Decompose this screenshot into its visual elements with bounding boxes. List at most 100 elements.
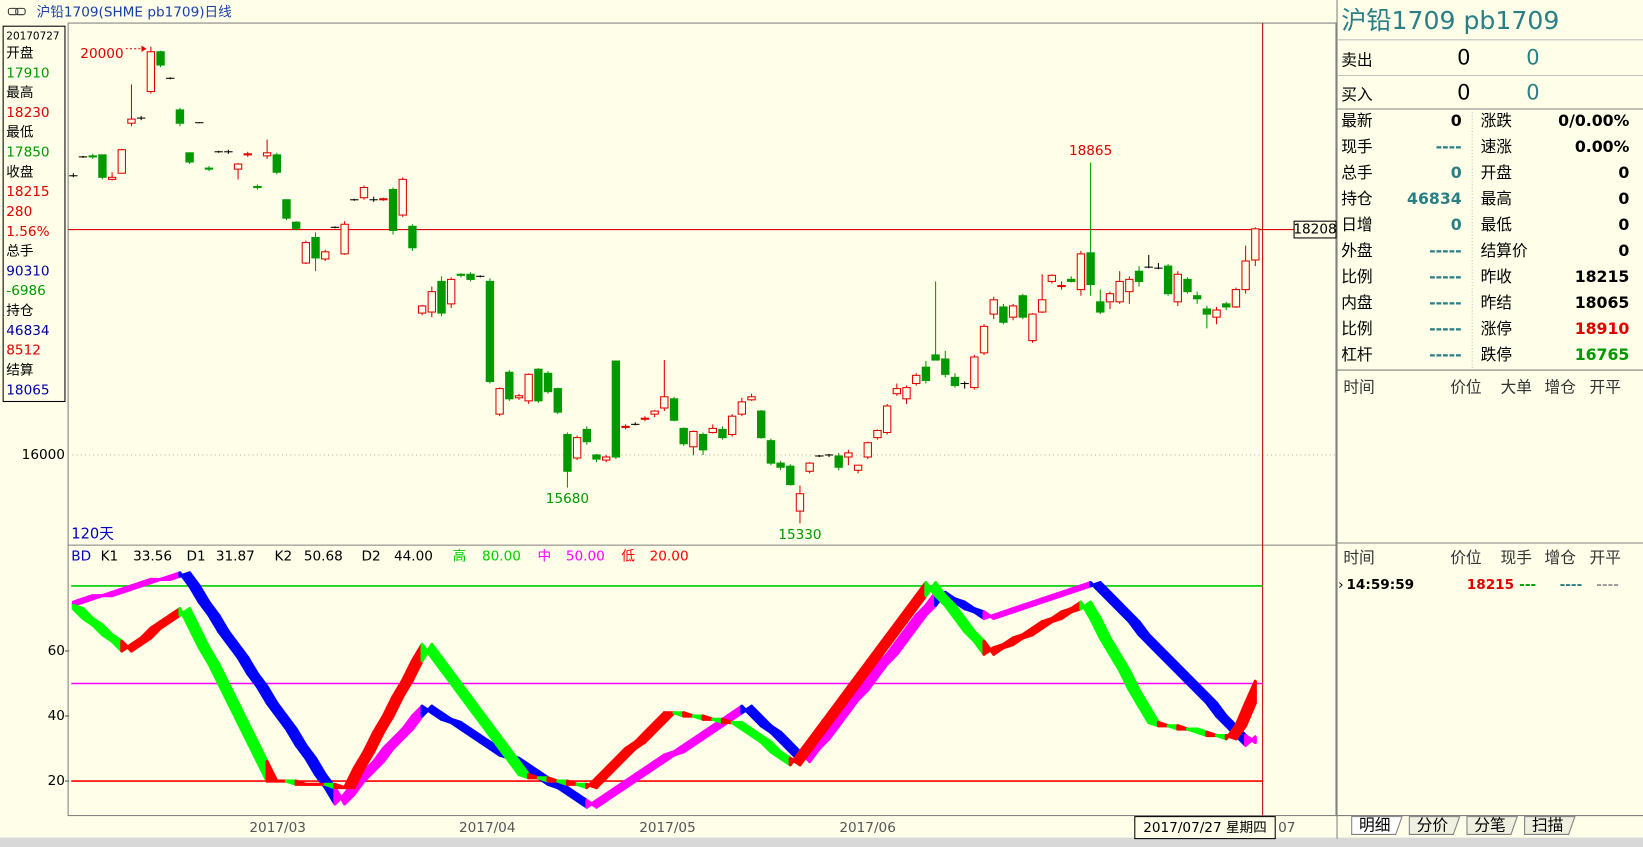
price-line-label: 18208 <box>1293 222 1336 238</box>
ribbon-segment <box>565 779 579 786</box>
candle-body <box>572 437 582 459</box>
x-axis-label: 2017/06 <box>839 820 896 836</box>
candle-body <box>650 410 659 415</box>
table-header: 增仓 <box>1545 377 1577 396</box>
info-date: 20170727 <box>6 31 59 43</box>
quote-value: 18065 <box>1575 293 1630 312</box>
candle-body <box>892 388 902 395</box>
candle-body <box>970 356 979 389</box>
tick-cell: ---- <box>1596 577 1619 593</box>
info-item: 总手 <box>6 244 33 260</box>
candle-body <box>340 223 349 255</box>
candle-body <box>359 186 369 199</box>
candle-body <box>882 405 892 434</box>
candle-body <box>1183 278 1192 293</box>
quote-value: 0/0.00% <box>1558 111 1629 130</box>
buy-label: 买入 <box>1341 85 1373 104</box>
price-line-box <box>1293 220 1337 239</box>
quote-value: ----- <box>1429 267 1462 286</box>
candle-body <box>301 242 311 264</box>
candle-body <box>708 427 717 434</box>
info-item: 8512 <box>6 343 41 359</box>
quote-value: 0 <box>1451 163 1462 182</box>
quote-label: 现手 <box>1341 137 1372 156</box>
info-item: 280 <box>6 204 32 220</box>
candle-body <box>834 455 843 468</box>
tab[interactable] <box>1524 816 1576 835</box>
candle-body <box>747 396 756 401</box>
x-axis-label: 07 <box>1278 820 1295 836</box>
ribbon-segment <box>546 776 560 783</box>
quote-value: ---- <box>1436 137 1462 156</box>
info-item: 18230 <box>6 105 49 121</box>
status-strip <box>0 837 1643 847</box>
quote-label: 内盘 <box>1341 293 1373 312</box>
candle-body <box>1037 299 1047 313</box>
candle-body <box>156 51 165 66</box>
quote-label: 开盘 <box>1481 163 1513 182</box>
candle-body <box>1008 305 1018 318</box>
quote-value: 16765 <box>1575 345 1630 364</box>
candle-body <box>437 280 446 314</box>
candle-body <box>563 434 572 472</box>
x-axis-label: 2017/04 <box>459 820 516 836</box>
param-value: 31.87 <box>216 549 255 565</box>
info-item: 1.56% <box>6 224 49 240</box>
param-name: D1 <box>187 549 206 565</box>
info-item: 持仓 <box>6 303 34 319</box>
candle-body <box>427 291 437 313</box>
candle-body <box>485 280 495 382</box>
quote-label: 持仓 <box>1341 189 1373 208</box>
quote-value: 0.00% <box>1575 137 1630 156</box>
quote-value: 0 <box>1451 111 1462 130</box>
candle-body <box>146 51 156 93</box>
candle-body <box>379 198 388 201</box>
candle-body <box>321 251 330 260</box>
candle-body <box>931 354 940 361</box>
quote-label: 最高 <box>1481 189 1512 208</box>
candle-body <box>1202 308 1212 315</box>
candle-body <box>553 388 562 413</box>
tab[interactable] <box>1466 816 1519 835</box>
days-label: 120天 <box>71 526 114 543</box>
quote-value: 0 <box>1618 215 1629 234</box>
candle-body <box>311 237 320 259</box>
arrow-head <box>141 45 147 52</box>
x-axis-label: 2017/03 <box>249 820 306 836</box>
candle-body <box>398 178 407 216</box>
candle-body <box>1134 270 1144 282</box>
quote-value: 0 <box>1618 189 1629 208</box>
info-item: 18065 <box>6 382 49 398</box>
quote-value: 46834 <box>1407 189 1462 208</box>
ribbon-segment <box>333 782 347 790</box>
tab-label: 扫描 <box>1532 816 1563 835</box>
quote-label: 日增 <box>1341 215 1372 234</box>
candle-body <box>999 306 1008 323</box>
buy-price: 0 <box>1457 80 1470 104</box>
candle-body <box>233 163 243 170</box>
tab-label: 明细 <box>1359 816 1390 835</box>
candle-body <box>495 388 504 415</box>
candle-body <box>1251 228 1260 261</box>
quote-label: 昨结 <box>1481 293 1512 312</box>
candle-body <box>408 225 417 249</box>
y-tick-label: 20 <box>48 773 65 789</box>
candle-body <box>272 154 281 173</box>
tab[interactable] <box>1351 816 1403 835</box>
candle-body <box>204 167 214 170</box>
annotation: 15330 <box>778 527 821 543</box>
param-value: 33.56 <box>133 549 172 565</box>
tab[interactable] <box>1408 816 1461 835</box>
y-tick-label: 60 <box>48 643 65 659</box>
candle-body <box>737 401 747 415</box>
param-name: K1 <box>101 549 119 565</box>
candle-body <box>621 425 630 428</box>
tab-label: 分笔 <box>1474 816 1505 835</box>
ribbon-segment <box>1205 730 1219 738</box>
level-value: 20.00 <box>650 549 689 565</box>
candle-body <box>1192 295 1202 300</box>
ribbon-segment <box>149 577 163 585</box>
info-item: 收盘 <box>6 163 33 180</box>
candle-body <box>243 153 252 156</box>
candle-body <box>514 395 524 399</box>
